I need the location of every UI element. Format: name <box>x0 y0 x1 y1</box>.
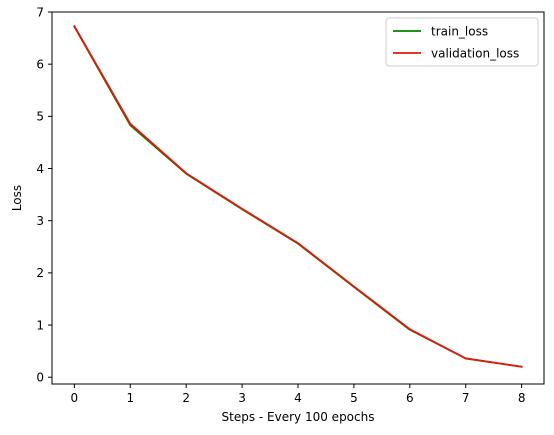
x-tick-label: 0 <box>71 391 79 405</box>
x-tick-label: 7 <box>462 391 470 405</box>
x-tick-label: 2 <box>182 391 190 405</box>
x-tick-label: 3 <box>238 391 246 405</box>
y-tick-label: 0 <box>36 371 44 385</box>
x-tick-label: 6 <box>406 391 414 405</box>
x-tick-label: 4 <box>294 391 302 405</box>
x-tick-label: 1 <box>126 391 134 405</box>
y-axis-ticks: 0 1 2 3 4 5 6 7 <box>36 5 52 385</box>
y-tick-label: 6 <box>36 57 44 71</box>
x-axis-label: Steps - Every 100 epochs <box>222 410 375 424</box>
legend-label-validation-loss: validation_loss <box>431 47 519 61</box>
y-tick-label: 7 <box>36 5 44 19</box>
legend: train_loss validation_loss <box>385 17 539 67</box>
y-tick-label: 5 <box>36 110 44 124</box>
x-tick-label: 5 <box>350 391 358 405</box>
plot-lines <box>73 24 523 368</box>
y-tick-label: 1 <box>36 318 44 332</box>
y-axis-label: Loss <box>10 185 24 211</box>
series-line-validation-loss <box>73 24 523 368</box>
legend-label-train-loss: train_loss <box>431 25 488 39</box>
x-tick-label: 8 <box>518 391 526 405</box>
legend-box <box>385 17 539 67</box>
x-axis-ticks: 0 1 2 3 4 5 6 7 8 <box>71 384 526 405</box>
y-tick-label: 3 <box>36 214 44 228</box>
y-tick-label: 4 <box>36 162 44 176</box>
y-tick-label: 2 <box>36 266 44 280</box>
